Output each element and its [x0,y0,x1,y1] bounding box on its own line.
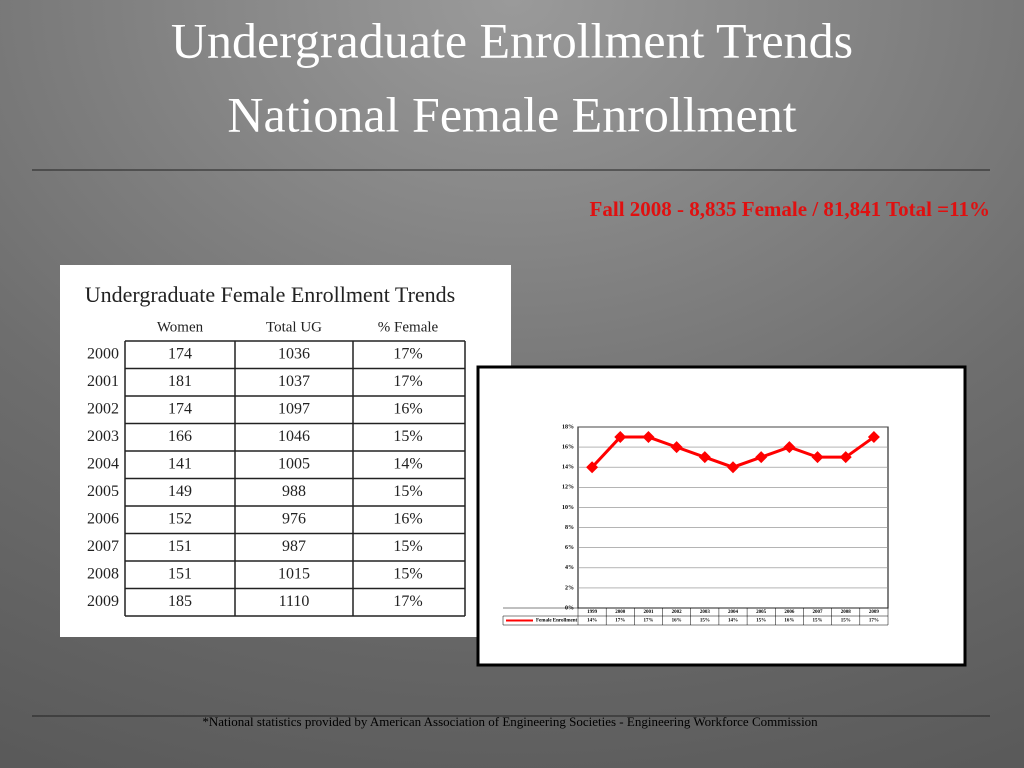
table-cell: 1097 [278,400,310,417]
title: Undergraduate Enrollment Trends [171,12,853,68]
column-header: Women [157,319,204,335]
table-cell: 181 [168,373,192,390]
data-label: 14% [728,619,738,624]
row-year: 2008 [87,565,119,582]
chart-panel [476,365,967,667]
data-marker [727,461,739,474]
table-cell: 1037 [278,373,310,390]
y-tick-label: 16% [562,444,574,450]
table-cell: 16% [393,510,422,527]
table-cell: 14% [393,455,422,472]
row-year: 2005 [87,483,119,500]
x-tick-label: 2004 [728,610,739,615]
data-marker [642,431,655,444]
table-cell: 1110 [279,593,310,610]
data-marker [867,431,880,444]
table-cell: 1046 [278,428,310,445]
data-label: 16% [784,619,794,624]
y-tick-label: 10% [562,505,574,511]
table-cell: 987 [282,538,306,555]
table-cell: 15% [393,565,422,582]
row-year: 2009 [87,593,119,610]
row-year: 2002 [87,400,119,417]
x-tick-label: 2002 [672,610,683,615]
table-cell: 15% [393,538,422,555]
data-marker [811,451,824,464]
row-year: 2001 [87,373,119,390]
y-tick-label: 2% [565,585,574,591]
data-label: 16% [672,619,682,624]
data-label: 14% [587,619,597,624]
data-label: 17% [869,619,879,624]
x-tick-label: 2008 [841,610,852,615]
table-cell: 17% [393,373,422,390]
data-label: 15% [700,619,710,624]
y-tick-label: 12% [562,485,574,491]
table-cell: 976 [282,510,306,527]
data-marker [614,431,627,444]
column-header: Total UG [266,319,322,335]
table-cell: 149 [168,483,192,500]
column-header: % Female [378,319,439,335]
x-tick-label: 2000 [615,610,626,615]
table-cell: 988 [282,483,306,500]
data-label: 15% [756,619,766,624]
x-tick-label: 2001 [643,610,654,615]
row-year: 2003 [87,428,119,445]
x-tick-label: 2003 [700,610,711,615]
table-cell: 152 [168,510,192,527]
legend-label: Female Enrollment [536,619,577,624]
row-year: 2004 [87,455,119,472]
table-cell: 17% [393,345,422,362]
table-cell: 15% [393,428,422,445]
table-cell: 1036 [278,345,310,362]
table-cell: 174 [168,400,192,417]
table-cell: 16% [393,400,422,417]
footnote: *National statistics provided by America… [202,714,818,729]
y-tick-label: 14% [562,465,574,471]
data-label: 15% [841,619,851,624]
table-cell: 151 [168,538,192,555]
x-tick-label: 2009 [869,610,880,615]
table-cell: 15% [393,483,422,500]
x-tick-label: 2006 [784,610,795,615]
table-cell: 185 [168,593,192,610]
y-tick-label: 4% [565,565,574,571]
row-year: 2007 [87,538,119,555]
data-marker [586,461,599,474]
data-marker [783,441,796,454]
data-label: 17% [643,619,653,624]
data-marker [755,451,768,464]
data-label: 17% [615,619,625,624]
y-tick-label: 0% [565,605,574,611]
row-year: 2006 [87,510,119,527]
table-cell: 17% [393,593,422,610]
table-cell: 1015 [278,565,310,582]
x-tick-label: 2005 [756,610,767,615]
table-cell: 151 [168,565,192,582]
data-label: 15% [813,619,823,624]
table-cell: 141 [168,455,192,472]
data-marker [698,451,711,464]
x-tick-label: 1999 [587,610,598,615]
y-tick-label: 8% [565,525,574,531]
y-tick-label: 6% [565,545,574,551]
table-cell: 174 [168,345,192,362]
row-year: 2000 [87,345,119,362]
subtitle: Fall 2008 - 8,835 Female / 81,841 Total … [590,197,990,221]
table-cell: 1005 [278,455,310,472]
x-tick-label: 2007 [813,610,824,615]
data-marker [670,441,683,454]
table-title: Undergraduate Female Enrollment Trends [85,282,455,307]
data-marker [839,451,852,464]
table-cell: 166 [168,428,192,445]
y-tick-label: 18% [562,424,574,430]
title: National Female Enrollment [227,86,796,142]
